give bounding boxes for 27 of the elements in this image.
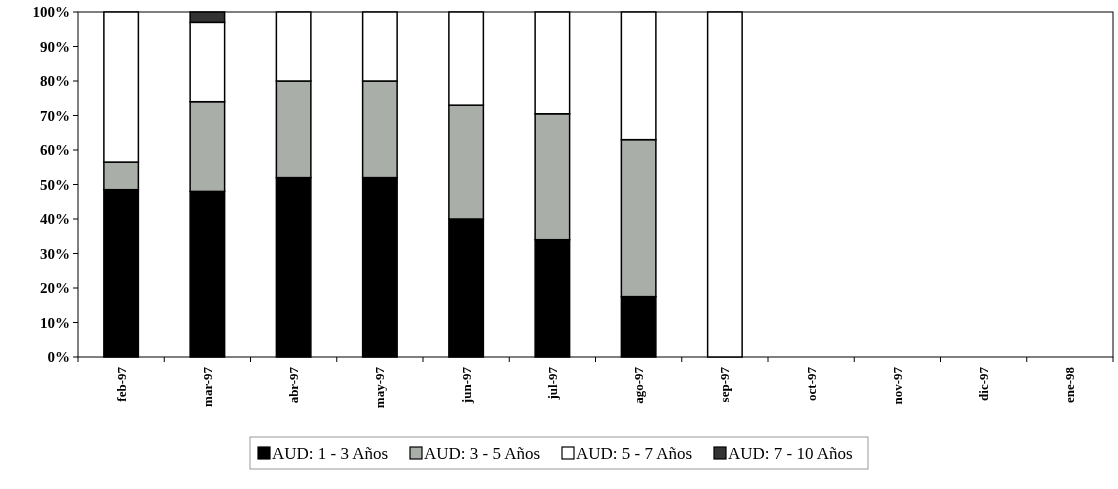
y-tick-label: 10% [40,314,70,331]
y-tick-label: 90% [40,38,70,55]
y-tick-label: 30% [40,245,70,262]
y-tick-label: 80% [40,73,70,90]
legend-label: AUD: 1 - 3 Años [272,443,389,463]
x-tick-label: mar-97 [199,366,215,407]
x-tick-label: dic-97 [976,366,992,401]
x-tick-label: feb-97 [113,366,129,402]
x-tick-label: ene-98 [1062,366,1078,404]
x-tick-label: ago-97 [631,366,647,404]
x-tick-label: nov-97 [889,366,905,405]
x-tick-label: oct-97 [803,366,819,401]
x-tick-label: jul-97 [544,366,560,401]
x-tick-label: jun-97 [458,366,474,405]
y-tick-label: 100% [32,4,70,21]
x-tick-label: sep-97 [717,366,733,403]
y-tick-label: 70% [40,107,70,124]
y-tick-label: 0% [47,349,70,366]
x-tick-label: abr-97 [286,366,302,404]
y-tick-label: 60% [40,142,70,159]
legend-label: AUD: 3 - 5 Años [424,443,541,463]
legend-label: AUD: 7 - 10 Años [728,443,853,463]
x-tick-label: may-97 [372,366,388,409]
y-tick-label: 50% [40,176,70,193]
y-tick-label: 40% [40,211,70,228]
y-tick-label: 20% [40,280,70,297]
legend-label: AUD: 5 - 7 Años [576,443,693,463]
